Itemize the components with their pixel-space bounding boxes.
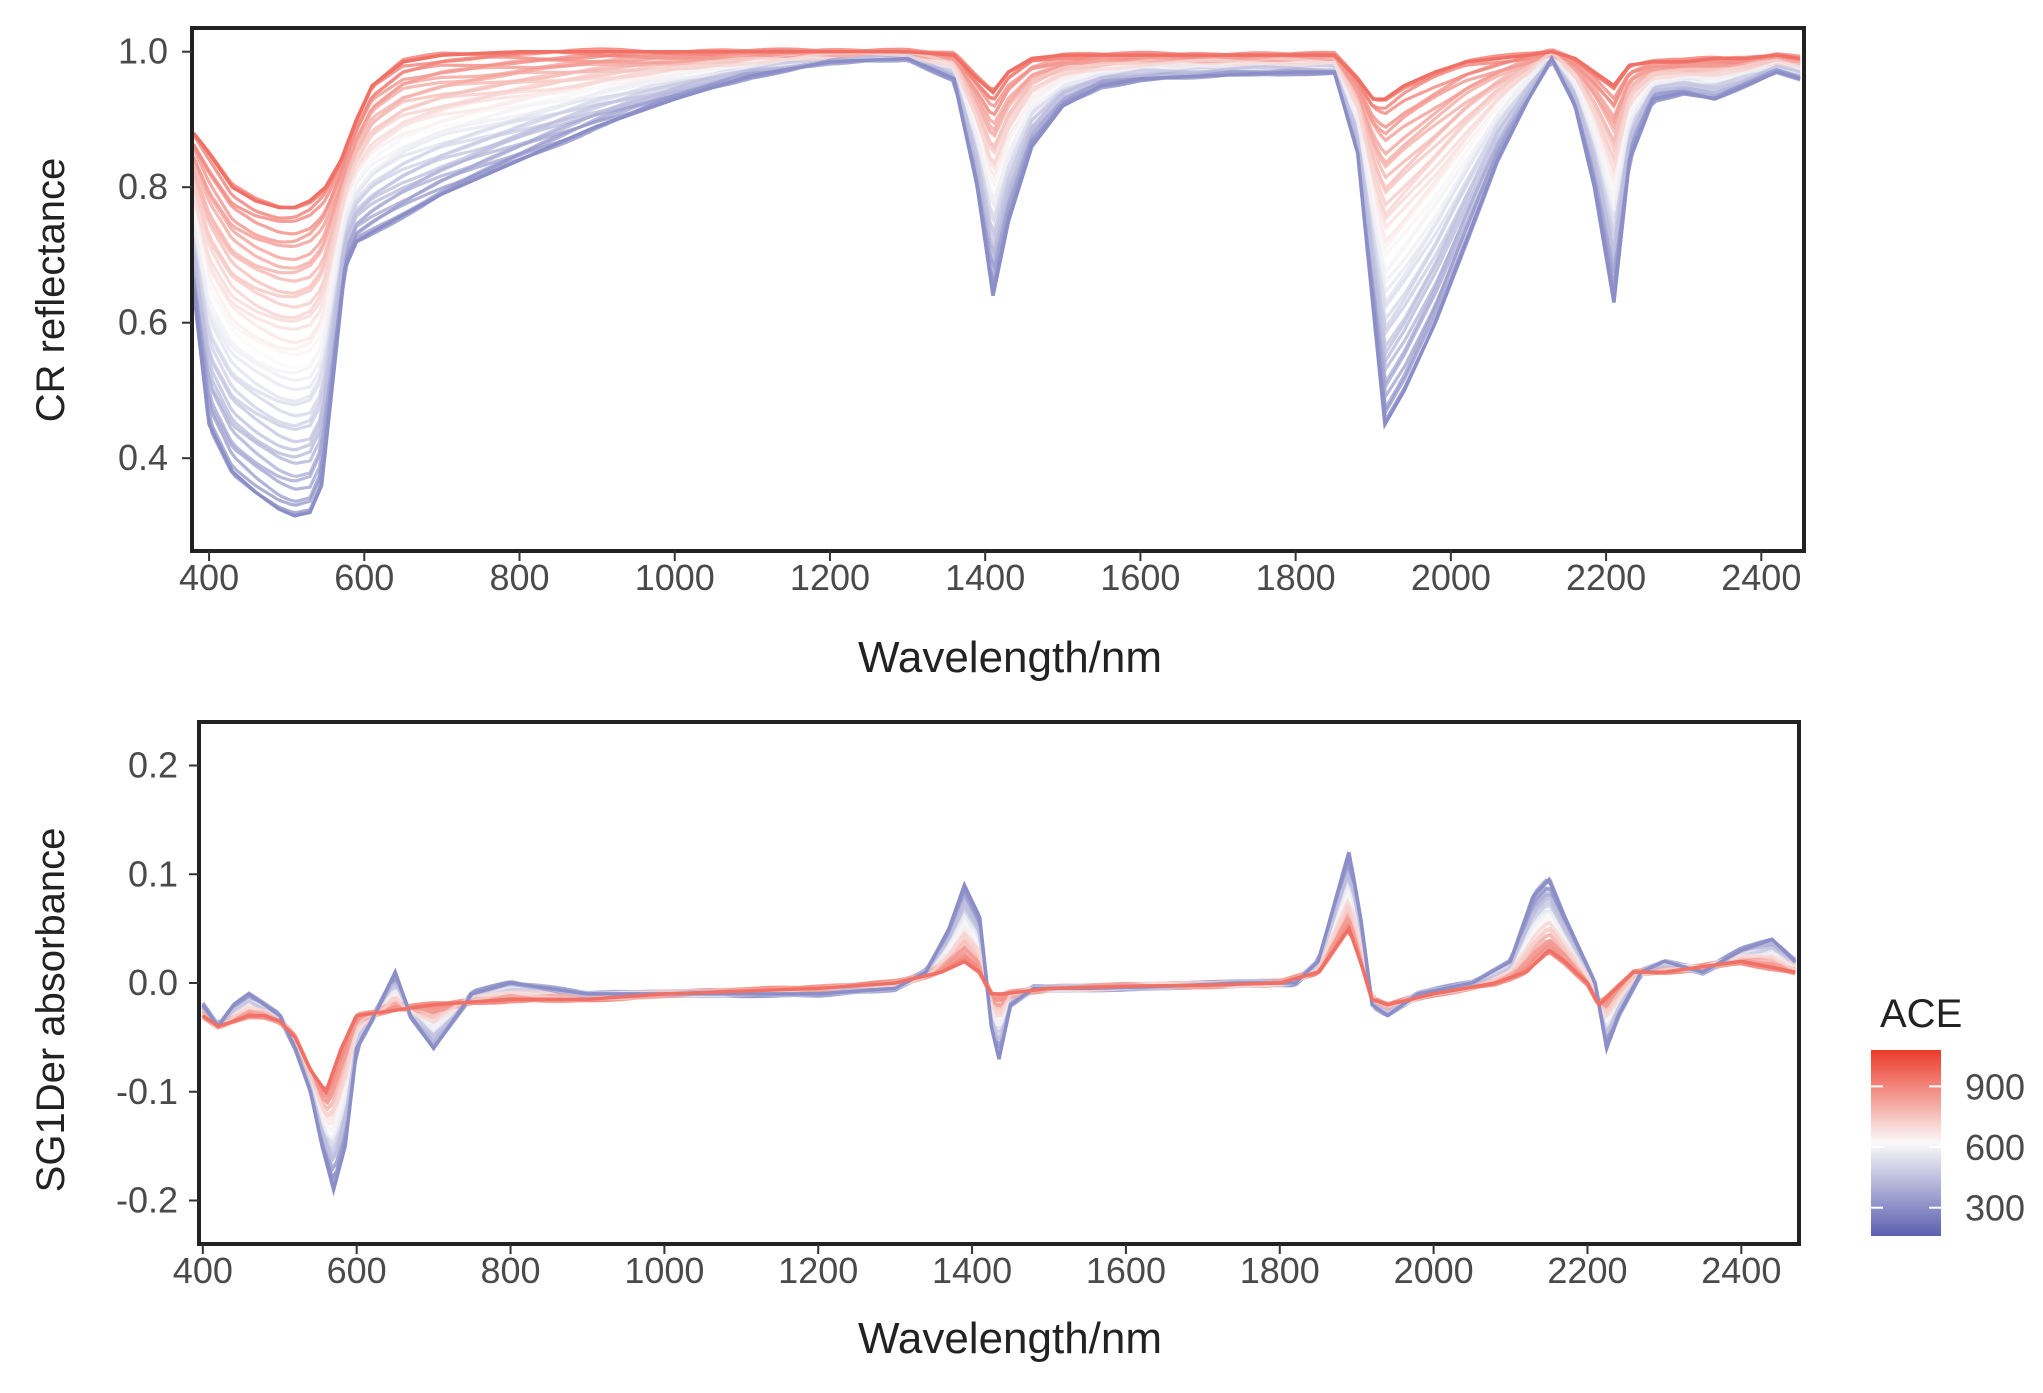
y-tick-label: 0.4 — [118, 437, 168, 478]
x-tick-label: 800 — [489, 557, 549, 598]
x-tick-label: 1600 — [1086, 1250, 1166, 1291]
x-tick-label: 1400 — [932, 1250, 1012, 1291]
top-spectra — [191, 47, 1801, 518]
top-x-axis: 400 600 800 1000 1200 1400 1600 1800 2000 2200 240… — [179, 551, 1801, 598]
series-line-950 — [201, 924, 1796, 1096]
y-tick-label: 0.6 — [118, 302, 168, 343]
bottom-x-axis-title: Wavelength/nm — [858, 1314, 1162, 1363]
x-tick-label: 1800 — [1240, 1250, 1320, 1291]
legend-ticks: 300 600 900 — [1871, 1066, 2025, 1229]
top-panel: 400 600 800 1000 1200 1400 1600 1800 2000 2200 240… — [29, 26, 1806, 682]
x-tick-label: 600 — [327, 1250, 387, 1291]
legend-tick-label: 900 — [1965, 1066, 2025, 1107]
x-tick-label: 2400 — [1721, 557, 1801, 598]
bottom-spectra — [201, 851, 1797, 1197]
legend-tick-label: 300 — [1965, 1188, 2025, 1229]
top-y-axis: 0.4 0.6 0.8 1.0 — [118, 31, 192, 478]
y-tick-label: 0.0 — [128, 962, 178, 1003]
x-tick-label: 2000 — [1411, 557, 1491, 598]
y-tick-label: -0.2 — [116, 1180, 178, 1221]
legend-title: ACE — [1880, 992, 1962, 1036]
bottom-y-axis-title: SG1Der absorbance — [29, 828, 73, 1193]
x-tick-label: 600 — [334, 557, 394, 598]
spectrum-line — [201, 917, 1796, 1105]
x-tick-label: 2200 — [1566, 557, 1646, 598]
y-tick-label: 1.0 — [118, 31, 168, 72]
top-x-axis-title: Wavelength/nm — [858, 633, 1162, 682]
bottom-y-axis: -0.2 -0.1 0.0 0.1 0.2 — [116, 745, 199, 1221]
x-tick-label: 1200 — [790, 557, 870, 598]
x-tick-label: 1800 — [1256, 557, 1336, 598]
spectrum-line — [192, 53, 1801, 383]
x-tick-label: 400 — [173, 1250, 233, 1291]
x-tick-label: 2200 — [1547, 1250, 1627, 1291]
x-tick-label: 2400 — [1701, 1250, 1781, 1291]
series-line-950 — [192, 49, 1801, 210]
spectrum-line — [192, 50, 1801, 262]
x-tick-label: 1600 — [1100, 557, 1180, 598]
legend-colorbar — [1871, 1050, 1941, 1236]
y-tick-label: -0.1 — [116, 1071, 178, 1112]
series-line-300 — [201, 852, 1797, 1197]
x-tick-label: 1400 — [945, 557, 1025, 598]
color-legend: ACE 300 600 900 — [1871, 992, 2025, 1236]
y-tick-label: 0.1 — [128, 853, 178, 894]
x-tick-label: 1200 — [778, 1250, 858, 1291]
spectrum-line — [192, 48, 1801, 249]
y-tick-label: 0.2 — [128, 745, 178, 786]
spectrum-line — [192, 52, 1801, 309]
bottom-x-axis: 400 600 800 1000 1200 1400 1600 1800 2000 2200 240… — [173, 1244, 1781, 1291]
series-line-300 — [191, 54, 1801, 518]
top-plot-frame — [190, 26, 1806, 553]
spectrum-line — [192, 53, 1801, 452]
x-tick-label: 800 — [480, 1250, 540, 1291]
y-tick-label: 0.8 — [118, 166, 168, 207]
top-y-axis-title: CR reflectance — [29, 158, 73, 423]
bottom-panel: 400 600 800 1000 1200 1400 1600 1800 2000 2200 240… — [29, 720, 1801, 1363]
x-tick-label: 2000 — [1394, 1250, 1474, 1291]
x-tick-label: 1000 — [635, 557, 715, 598]
legend-tick-label: 600 — [1965, 1127, 2025, 1168]
bottom-plot-frame — [197, 720, 1801, 1246]
x-tick-label: 1000 — [624, 1250, 704, 1291]
x-tick-label: 400 — [179, 557, 239, 598]
spectrum-line — [192, 55, 1801, 444]
spectrum-line — [192, 51, 1801, 323]
